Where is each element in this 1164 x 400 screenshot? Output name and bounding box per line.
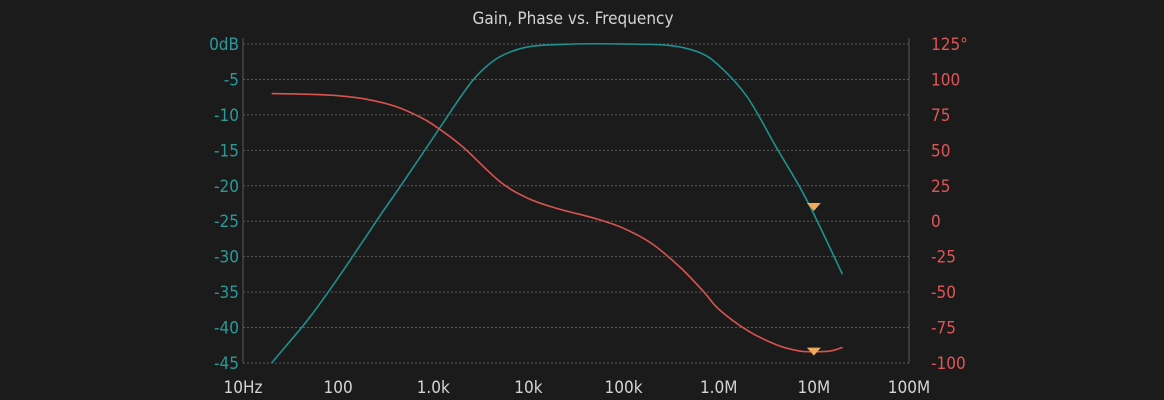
right-tick-label: 50: [931, 141, 950, 161]
right-tick-label: -50: [931, 283, 956, 303]
left-tick-label: -15: [214, 141, 239, 161]
left-tick-label: -20: [214, 177, 239, 197]
grid-lines: [242, 38, 910, 364]
x-tick-label: 1.0M: [700, 378, 738, 398]
left-tick-label: -35: [214, 283, 239, 303]
x-axis-ticks: 10Hz 100 1.0k 10k 100k 1.0M 10M 100M: [224, 378, 931, 398]
left-tick-label: -25: [214, 212, 239, 232]
x-tick-label: 100: [324, 378, 353, 398]
phase-marker: [806, 347, 821, 356]
x-tick-label: 10Hz: [224, 378, 263, 398]
right-tick-label: 0: [931, 212, 941, 232]
right-tick-label: -75: [931, 319, 956, 339]
left-tick-label: -45: [214, 354, 239, 374]
right-tick-label: 75: [931, 106, 950, 126]
marker-group: [806, 203, 821, 356]
x-tick-label: 10k: [514, 378, 542, 398]
right-tick-label: -100: [931, 354, 966, 374]
left-tick-label: -30: [214, 248, 239, 268]
gain-series-line: [270, 42, 844, 364]
left-tick-label: 0dB: [209, 35, 239, 55]
phase-series-line: [271, 92, 843, 353]
right-tick-label: 100: [931, 70, 960, 90]
x-tick-label: 100k: [605, 378, 643, 398]
right-tick-label: 25: [931, 177, 950, 197]
left-tick-label: -40: [214, 319, 239, 339]
gain-marker: [806, 203, 821, 212]
x-tick-label: 1.0k: [417, 378, 450, 398]
left-axis-ticks: 0dB -5 -10 -15 -20 -25 -30 -35 -40 -45: [209, 35, 239, 374]
chart-title: Gain, Phase vs. Frequency: [473, 9, 674, 29]
left-tick-label: -5: [224, 70, 239, 90]
series-group: [270, 42, 844, 364]
right-axis-ticks: 125° 100 75 50 25 0 -25 -50 -75 -100: [931, 35, 968, 374]
x-tick-label: 10M: [798, 378, 831, 398]
right-tick-label: -25: [931, 248, 956, 268]
x-tick-label: 100M: [888, 378, 930, 398]
right-tick-label: 125°: [931, 35, 968, 55]
left-tick-label: -10: [214, 106, 239, 126]
